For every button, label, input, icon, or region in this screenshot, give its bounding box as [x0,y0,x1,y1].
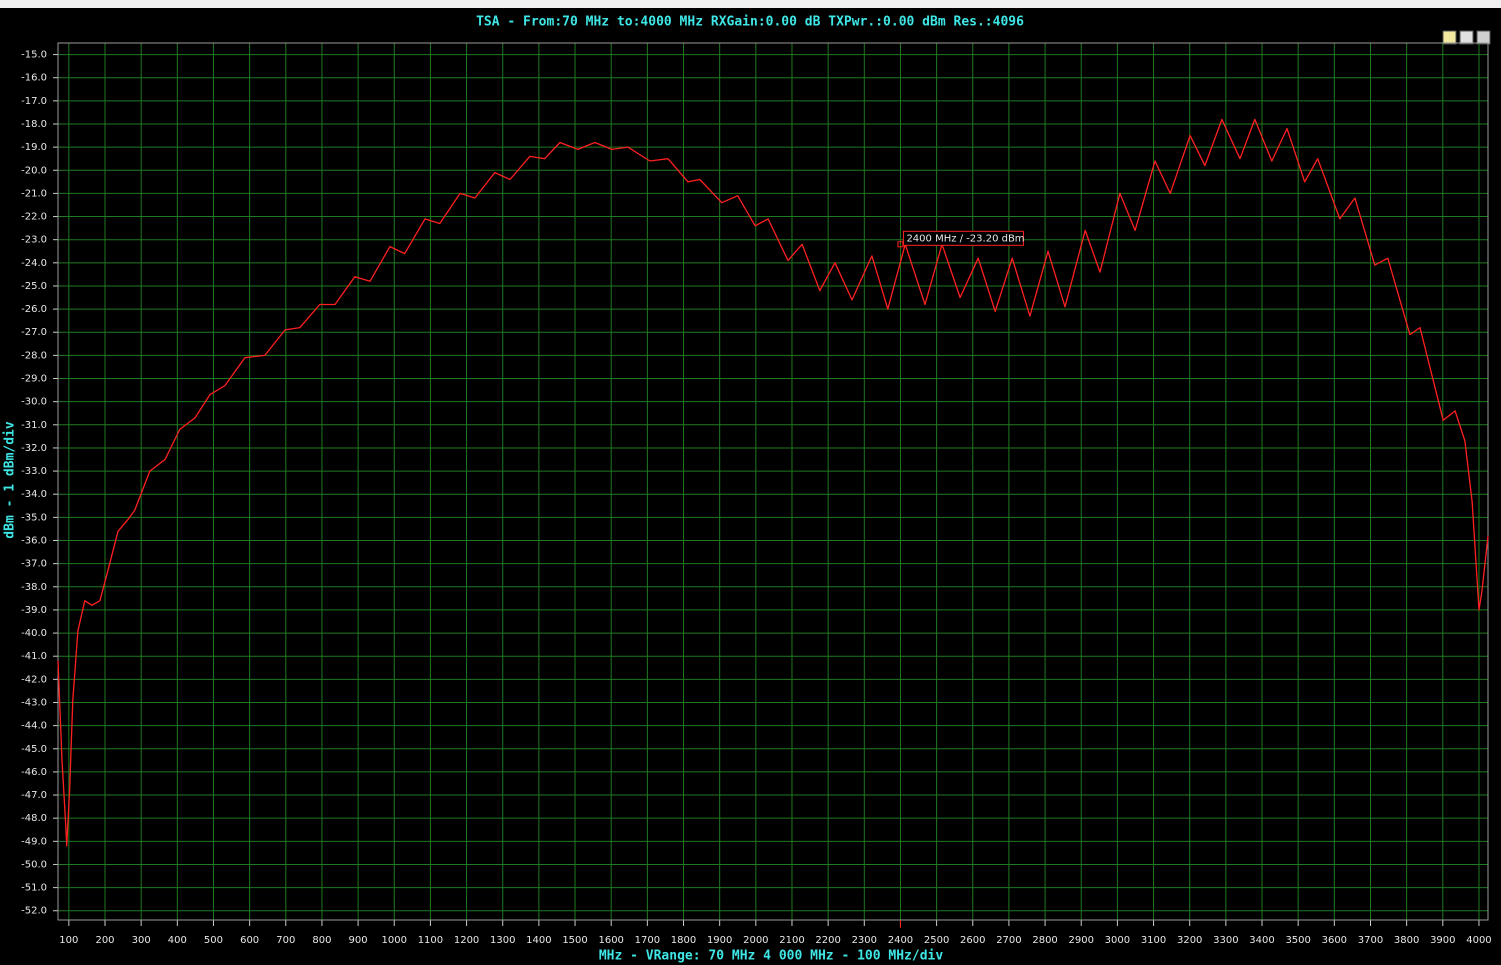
x-tick-label: 200 [95,935,114,946]
y-tick-label: -31.0 [21,420,47,431]
x-tick-label: 1900 [707,935,732,946]
y-tick-label: -43.0 [21,697,47,708]
y-tick-label: -28.0 [21,350,47,361]
x-tick-label: 3500 [1285,935,1310,946]
x-tick-label: 4000 [1466,935,1491,946]
x-tick-label: 600 [240,935,259,946]
y-tick-label: -49.0 [21,836,47,847]
x-tick-label: 1300 [490,935,515,946]
y-tick-label: -15.0 [21,50,47,61]
x-tick-label: 2300 [852,935,877,946]
y-tick-label: -21.0 [21,188,47,199]
x-tick-label: 1700 [635,935,660,946]
y-tick-label: -18.0 [21,119,47,130]
y-tick-label: -51.0 [21,883,47,894]
x-tick-label: 500 [204,935,223,946]
x-tick-label: 2700 [996,935,1021,946]
window-strip [0,0,1501,8]
trace [57,118,1489,847]
y-tick-label: -17.0 [21,96,47,107]
y-tick-label: -26.0 [21,304,47,315]
y-tick-label: -42.0 [21,674,47,685]
marker-label-box [902,230,1024,246]
x-tick-label: 1800 [671,935,696,946]
y-tick-label: -44.0 [21,721,47,732]
x-tick-label: 1400 [526,935,551,946]
toolbar-icons [1442,30,1491,45]
y-axis-label: dBm - 1 dBm/div [3,421,18,539]
x-tick-label: 2100 [779,935,804,946]
x-tick-label: 300 [132,935,151,946]
x-tick-label: 3200 [1177,935,1202,946]
x-tick-label: 3800 [1394,935,1419,946]
x-tick-label: 800 [312,935,331,946]
y-tick-label: -50.0 [21,859,47,870]
plot-frame [57,42,1489,921]
icon[interactable] [1442,30,1457,45]
x-tick-label: 3400 [1249,935,1274,946]
y-tick-label: -52.0 [21,906,47,917]
x-tick-label: 2600 [960,935,985,946]
y-tick-label: -29.0 [21,374,47,385]
y-tick-label: -25.0 [21,281,47,292]
y-tick-label: -32.0 [21,443,47,454]
x-tick-label: 3100 [1141,935,1166,946]
y-tick-label: -22.0 [21,212,47,223]
y-tick-label: -45.0 [21,744,47,755]
y-tick-label: -38.0 [21,582,47,593]
y-tick-label: -46.0 [21,767,47,778]
x-tick-label: 900 [349,935,368,946]
icon[interactable] [1476,30,1491,45]
y-tick-label: -30.0 [21,397,47,408]
x-tick-label: 100 [59,935,78,946]
y-tick-label: -20.0 [21,165,47,176]
y-tick-label: -48.0 [21,813,47,824]
x-tick-label: 3600 [1322,935,1347,946]
x-tick-label: 2500 [924,935,949,946]
y-tick-label: -36.0 [21,536,47,547]
x-tick-label: 3700 [1358,935,1383,946]
y-tick-label: -24.0 [21,258,47,269]
x-tick-label: 700 [276,935,295,946]
y-tick-label: -23.0 [21,235,47,246]
x-tick-label: 1100 [418,935,443,946]
icon[interactable] [1459,30,1474,45]
y-tick-label: -33.0 [21,466,47,477]
x-tick-label: 1500 [562,935,587,946]
y-tick-label: -41.0 [21,651,47,662]
x-tick-label: 3000 [1105,935,1130,946]
x-tick-label: 1200 [454,935,479,946]
y-tick-label: -34.0 [21,489,47,500]
x-tick-label: 400 [168,935,187,946]
y-tick-label: -39.0 [21,605,47,616]
x-tick-label: 2400 [888,935,913,946]
x-axis-label: MHz - VRange: 70 MHz 4 000 MHz - 100 MHz… [599,949,944,964]
x-tick-label: 3900 [1430,935,1455,946]
y-tick-label: -27.0 [21,327,47,338]
y-tick-label: -35.0 [21,512,47,523]
x-tick-label: 2000 [743,935,768,946]
x-tick-label: 2800 [1032,935,1057,946]
x-tick-label: 1000 [382,935,407,946]
x-tick-label: 2200 [815,935,840,946]
y-tick-label: -16.0 [21,73,47,84]
x-tick-label: 2900 [1069,935,1094,946]
chart-title: TSA - From:70 MHz to:4000 MHz RXGain:0.0… [476,15,1024,30]
x-tick-label: 3300 [1213,935,1238,946]
y-tick-label: -19.0 [21,142,47,153]
y-tick-label: -47.0 [21,790,47,801]
y-tick-label: -40.0 [21,628,47,639]
marker-label: 2400 MHz / -23.20 dBm [906,233,1024,244]
y-tick-label: -37.0 [21,559,47,570]
x-tick-label: 1600 [598,935,623,946]
